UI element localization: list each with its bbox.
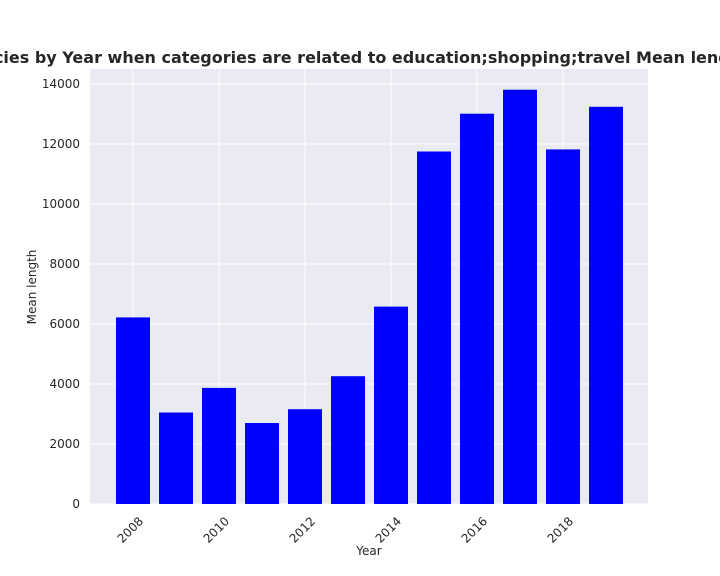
y-tick-label: 10000 bbox=[42, 197, 80, 211]
bar-2013 bbox=[331, 376, 365, 504]
y-tick-label: 12000 bbox=[42, 137, 80, 151]
x-tick-label: 2008 bbox=[115, 514, 146, 545]
y-tick-label: 8000 bbox=[49, 257, 80, 271]
bar-2010 bbox=[202, 388, 236, 504]
x-tick-label: 2018 bbox=[545, 514, 576, 545]
bar-2017 bbox=[503, 90, 537, 504]
bar-2015 bbox=[417, 152, 451, 505]
bar-2012 bbox=[288, 409, 322, 504]
x-tick-label: 2010 bbox=[201, 514, 232, 545]
chart-title: Mean length in privacy policies by Year … bbox=[0, 48, 720, 67]
y-tick-label: 2000 bbox=[49, 437, 80, 451]
bar-2014 bbox=[374, 307, 408, 504]
bar-2011 bbox=[245, 423, 279, 504]
x-tick-label: 2016 bbox=[459, 514, 490, 545]
y-axis-ticks: 0 2000 4000 6000 8000 10000 12000 14000 bbox=[42, 77, 80, 511]
x-tick-label: 2014 bbox=[373, 514, 404, 545]
y-tick-label: 0 bbox=[72, 497, 80, 511]
bar-2009 bbox=[159, 413, 193, 505]
y-axis-label: Mean length bbox=[25, 250, 39, 325]
y-tick-label: 14000 bbox=[42, 77, 80, 91]
bar-2008 bbox=[116, 317, 150, 504]
bar-2018 bbox=[546, 149, 580, 504]
y-tick-label: 4000 bbox=[49, 377, 80, 391]
x-tick-label: 2012 bbox=[287, 514, 318, 545]
bar-2016 bbox=[460, 114, 494, 504]
y-tick-label: 6000 bbox=[49, 317, 80, 331]
x-axis-ticks: 2008 2010 2012 2014 2016 2018 bbox=[115, 514, 576, 545]
bar-2019 bbox=[589, 107, 623, 504]
x-axis-label: Year bbox=[355, 544, 381, 558]
